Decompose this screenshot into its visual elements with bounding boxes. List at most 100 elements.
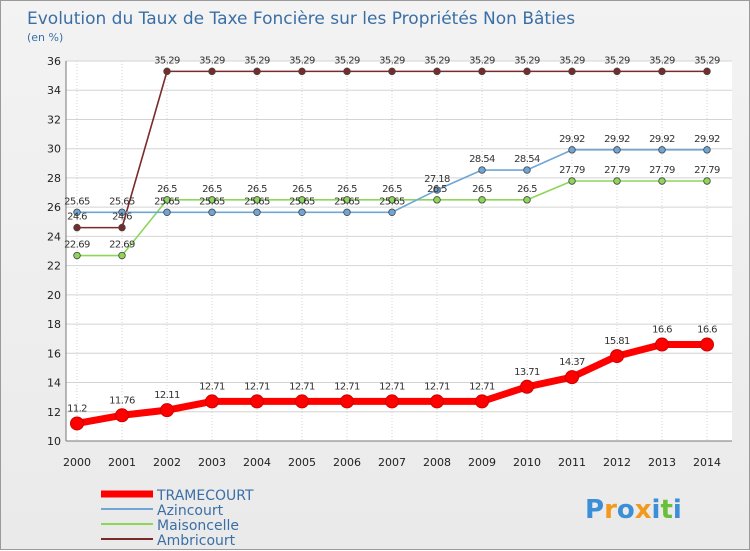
data-label-azincourt: 25.65	[109, 196, 135, 207]
data-point-azincourt	[253, 208, 261, 216]
x-tick-label: 2006	[333, 456, 361, 469]
data-label-tramecourt: 12.71	[199, 381, 225, 392]
data-point-tramecourt	[655, 337, 669, 352]
legend-label-maisoncelle: Maisoncelle	[157, 518, 239, 534]
data-label-tramecourt: 15.81	[604, 336, 630, 347]
data-point-azincourt	[433, 186, 441, 194]
data-label-maisoncelle: 22.69	[109, 240, 135, 251]
data-point-tramecourt	[70, 416, 84, 431]
y-tick-labels: 10 12 14 16 18 20 22 24 26 28 30 32 34 36	[47, 55, 61, 448]
data-point-ambricourt	[343, 67, 351, 76]
data-label-maisoncelle: 27.79	[559, 165, 585, 176]
y-tick-label: 30	[47, 143, 61, 156]
data-label-ambricourt: 24.6	[67, 212, 87, 223]
data-point-ambricourt	[478, 67, 486, 76]
data-label-tramecourt: 12.71	[289, 381, 315, 392]
data-point-tramecourt	[700, 337, 714, 352]
data-point-tramecourt	[385, 394, 399, 409]
data-label-tramecourt: 16.6	[697, 325, 717, 336]
data-label-azincourt: 25.65	[64, 196, 90, 207]
data-point-maisoncelle	[388, 196, 396, 204]
data-label-ambricourt: 35.29	[154, 55, 180, 66]
data-point-tramecourt	[115, 408, 129, 423]
data-point-ambricourt	[208, 67, 216, 76]
data-point-azincourt	[478, 166, 486, 174]
data-point-azincourt	[388, 208, 396, 216]
data-point-tramecourt	[565, 370, 579, 385]
data-label-tramecourt: 11.76	[109, 395, 135, 406]
grid-lines	[66, 60, 732, 441]
y-axis-unit-label: (en %)	[27, 31, 63, 44]
data-label-azincourt: 27.18	[424, 174, 450, 185]
data-label-ambricourt: 35.29	[604, 55, 630, 66]
data-label-azincourt: 29.92	[649, 134, 675, 145]
x-tick-label: 2003	[198, 456, 226, 469]
data-point-tramecourt	[430, 394, 444, 409]
data-label-azincourt: 29.92	[694, 134, 720, 145]
data-point-ambricourt	[118, 223, 126, 232]
logo-letter: o	[617, 495, 635, 525]
data-point-tramecourt	[610, 349, 624, 364]
logo-letter: P	[585, 495, 604, 525]
data-label-ambricourt: 35.29	[469, 55, 495, 66]
data-point-ambricourt	[433, 67, 441, 76]
data-point-ambricourt	[388, 67, 396, 76]
data-label-azincourt: 25.65	[289, 196, 315, 207]
data-label-azincourt: 25.65	[334, 196, 360, 207]
logo-letter: i	[652, 495, 661, 525]
data-point-ambricourt	[253, 67, 261, 76]
data-label-tramecourt: 12.71	[379, 381, 405, 392]
data-label-ambricourt: 35.29	[694, 55, 720, 66]
y-tick-label: 32	[47, 113, 61, 126]
data-point-tramecourt	[340, 394, 354, 409]
data-point-azincourt	[73, 208, 81, 216]
data-point-maisoncelle	[163, 196, 171, 204]
data-labels: 24.6 24.6 35.29 35.29 35.29 35.29 35.29 35.29 35…	[64, 55, 720, 414]
y-tick-label: 14	[47, 377, 61, 390]
x-tick-label: 2007	[378, 456, 406, 469]
y-tick-label: 26	[47, 201, 61, 214]
data-label-maisoncelle: 27.79	[694, 165, 720, 176]
data-point-azincourt	[658, 146, 666, 154]
data-label-azincourt: 25.65	[154, 196, 180, 207]
data-point-maisoncelle	[343, 196, 351, 204]
y-tick-label: 20	[47, 289, 61, 302]
data-label-azincourt: 25.65	[244, 196, 270, 207]
x-tick-label: 2014	[693, 456, 721, 469]
legend-label-ambricourt: Ambricourt	[157, 533, 236, 549]
data-label-maisoncelle: 26.5	[157, 184, 177, 195]
data-label-azincourt: 28.54	[514, 154, 540, 165]
data-label-maisoncelle: 26.5	[337, 184, 357, 195]
y-tick-label: 12	[47, 406, 61, 419]
data-point-tramecourt	[295, 394, 309, 409]
data-point-tramecourt	[160, 403, 174, 418]
x-tick-label: 2013	[648, 456, 676, 469]
data-point-azincourt	[523, 166, 531, 174]
data-point-azincourt	[163, 208, 171, 216]
data-label-azincourt: 29.92	[604, 134, 630, 145]
data-label-azincourt: 28.54	[469, 154, 495, 165]
logo-letter: x	[635, 495, 652, 525]
data-point-azincourt	[613, 146, 621, 154]
data-point-ambricourt	[298, 67, 306, 76]
data-label-maisoncelle: 27.79	[649, 165, 675, 176]
y-tick-label: 18	[47, 318, 61, 331]
data-point-ambricourt	[658, 67, 666, 76]
legend-label-azincourt: Azincourt	[157, 503, 224, 519]
data-label-ambricourt: 35.29	[244, 55, 270, 66]
data-point-maisoncelle	[703, 177, 711, 185]
x-tick-label: 2004	[243, 456, 271, 469]
y-tick-label: 36	[47, 55, 61, 68]
data-point-azincourt	[208, 208, 216, 216]
logo-letter: i	[673, 495, 682, 525]
y-tick-label: 28	[47, 172, 61, 185]
data-point-maisoncelle	[613, 177, 621, 185]
data-label-tramecourt: 13.71	[514, 367, 540, 378]
data-point-ambricourt	[73, 223, 81, 232]
x-tick-labels: 2000 2001 2002 2003 2004 2005 2006 2007 2008 2009…	[63, 456, 721, 469]
data-point-maisoncelle	[73, 251, 81, 260]
y-tick-label: 10	[47, 435, 61, 448]
data-label-ambricourt: 24.6	[112, 212, 132, 223]
data-point-azincourt	[568, 146, 576, 154]
